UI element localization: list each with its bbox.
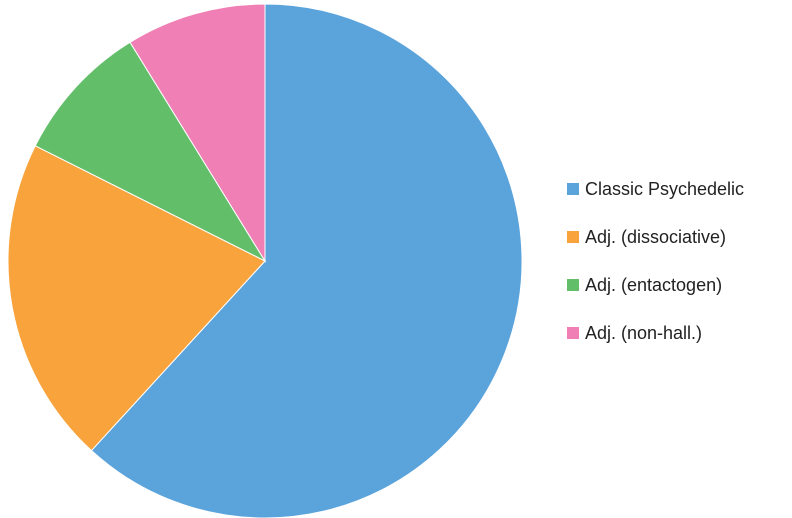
pie-slice — [7, 145, 266, 452]
legend-label: Adj. (dissociative) — [585, 227, 726, 247]
legend-label: Adj. (non-hall.) — [585, 323, 702, 343]
pie-slice — [90, 3, 523, 518]
legend-label: Classic Psychedelic — [585, 179, 744, 199]
legend-label: Adj. (entactogen) — [585, 275, 722, 295]
legend-swatch — [567, 327, 579, 339]
legend-swatch — [567, 183, 579, 195]
legend-swatch — [567, 279, 579, 291]
pie-slice — [129, 3, 266, 263]
pie-slice — [34, 41, 267, 263]
legend-swatch — [567, 231, 579, 243]
